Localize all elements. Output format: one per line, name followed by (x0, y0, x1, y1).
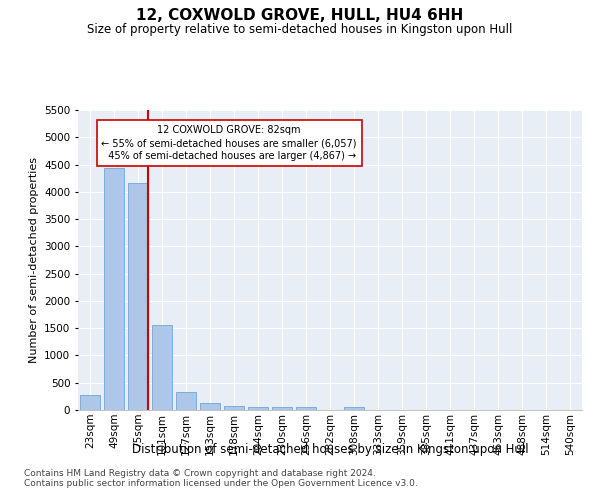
Bar (104, 168, 124, 410)
Bar (224, 406, 244, 410)
Bar (152, 325, 172, 410)
Bar (248, 406, 268, 410)
Bar (80, 394, 100, 410)
Bar (344, 406, 364, 410)
Bar (272, 407, 292, 410)
Bar (296, 407, 316, 410)
Text: Distribution of semi-detached houses by size in Kingston upon Hull: Distribution of semi-detached houses by … (131, 442, 529, 456)
Text: 12, COXWOLD GROVE, HULL, HU4 6HH: 12, COXWOLD GROVE, HULL, HU4 6HH (136, 8, 464, 22)
Text: 12 COXWOLD GROVE: 82sqm
← 55% of semi-detached houses are smaller (6,057)
  45% : 12 COXWOLD GROVE: 82sqm ← 55% of semi-de… (101, 125, 357, 162)
Y-axis label: Number of semi-detached properties: Number of semi-detached properties (29, 157, 38, 363)
Text: Size of property relative to semi-detached houses in Kingston upon Hull: Size of property relative to semi-detach… (88, 22, 512, 36)
Bar (128, 183, 148, 410)
Bar (176, 392, 196, 410)
Bar (200, 404, 220, 410)
Text: Contains public sector information licensed under the Open Government Licence v3: Contains public sector information licen… (24, 478, 418, 488)
Text: Contains HM Land Registry data © Crown copyright and database right 2024.: Contains HM Land Registry data © Crown c… (24, 468, 376, 477)
